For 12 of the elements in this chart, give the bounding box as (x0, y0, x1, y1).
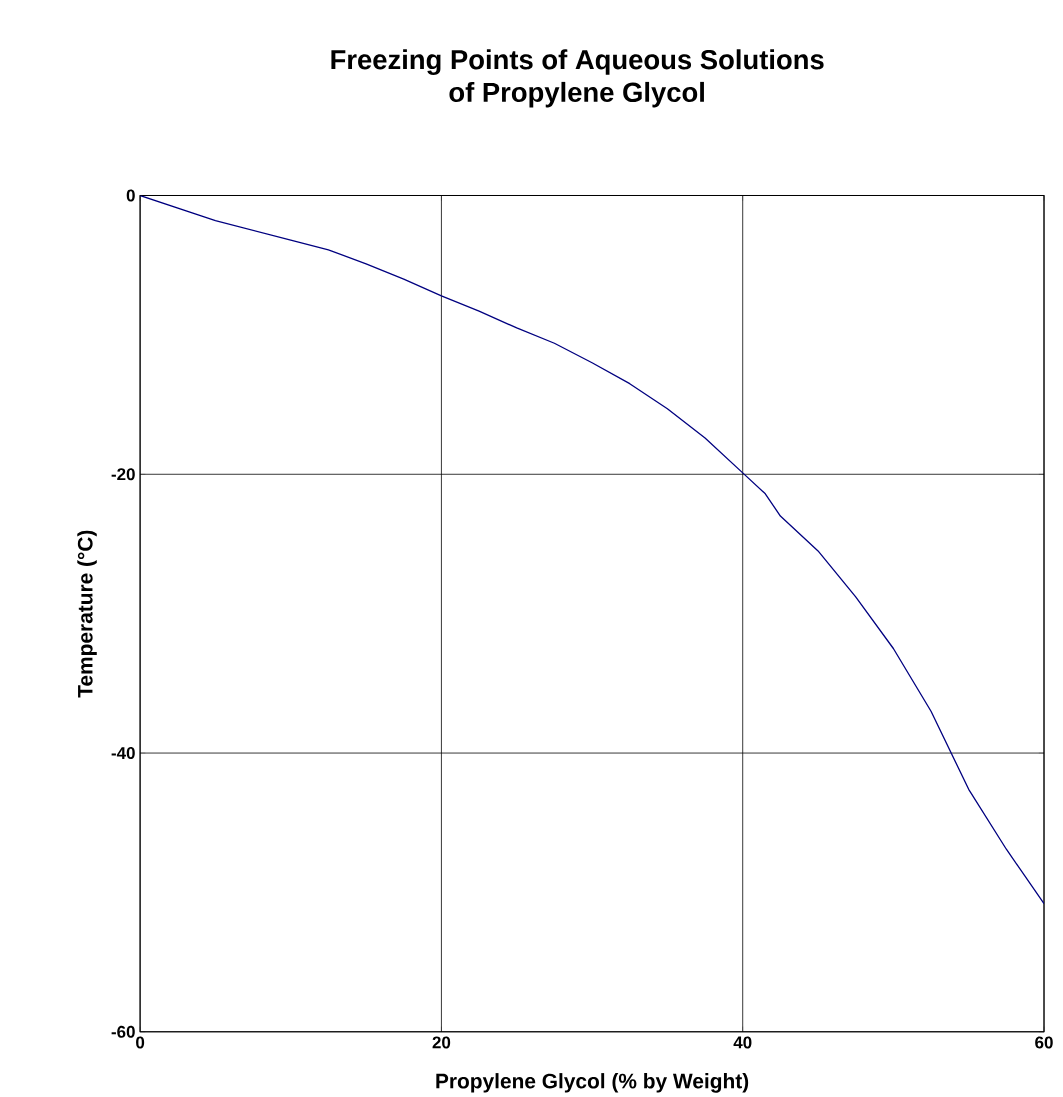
x-tick-label: 0 (136, 1036, 145, 1049)
y-axis-title: Temperature (°C) (77, 530, 97, 698)
x-tick-label: 20 (432, 1036, 451, 1049)
x-axis-title: Propylene Glycol (% by Weight) (436, 1073, 749, 1093)
y-tick-label: 0 (126, 189, 136, 202)
y-tick-label: -40 (111, 747, 136, 760)
line-series (140, 195, 1045, 905)
chart-title: Freezing Points of Aqueous Solutions of Propylene Glycol (331, 49, 824, 108)
x-tick-label: 60 (1035, 1036, 1053, 1049)
y-tick-label: -60 (111, 1025, 136, 1038)
y-tick-label: -20 (111, 468, 136, 481)
x-tick-label: 40 (733, 1036, 752, 1049)
